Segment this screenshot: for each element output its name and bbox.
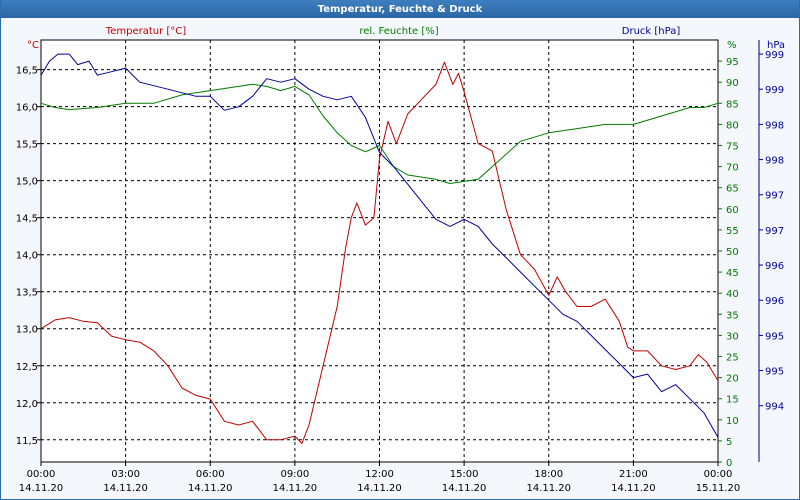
temperature-tick-label: 13,0 [16,325,38,336]
humidity-tick-label: 90 [726,78,739,89]
humidity-tick-label: 60 [726,205,739,216]
series-lines [40,53,719,444]
humidity-tick-label: 40 [726,289,739,300]
humidity-tick-label: 55 [726,226,739,237]
temperature-tick-label: 16,5 [16,66,38,77]
humidity-tick-label: 45 [726,268,739,279]
pressure-tick-label: 999 [765,50,784,61]
x-tick-date: 14.11.20 [19,483,64,494]
pressure-tick-labels: 999 999 998 998 997 997 996 996 995 995 994 [759,50,784,413]
x-tick-date: 14.11.20 [103,483,148,494]
pressure-tick-label: 999 [765,85,784,96]
pressure-tick-label: 998 [765,120,784,131]
x-tick-time: 06:00 [196,469,225,480]
pressure-axis-unit: hPa [767,40,785,51]
x-tick-date: 15.11.20 [696,483,741,494]
x-tick-time: 15:00 [450,469,479,480]
temperature-tick-label: 11,5 [16,436,38,447]
pressure-tick-label: 997 [765,191,784,202]
x-tick-date: 14.11.20 [188,483,233,494]
humidity-tick-label: 25 [726,353,739,364]
humidity-series-line [40,83,719,184]
humidity-tick-label: 30 [726,331,739,342]
x-tick-date: 14.11.20 [442,483,487,494]
humidity-tick-label: 5 [726,437,732,448]
window-title: Temperatur, Feuchte & Druck [1,0,799,18]
temperature-tick-label: 13,5 [16,288,38,299]
temperature-axis-unit: °C [27,40,39,51]
temperature-axis-title: Temperatur [°C] [105,26,186,37]
pressure-tick-label: 994 [765,402,784,413]
humidity-tick-label: 10 [726,416,739,427]
humidity-axis-unit: % [727,40,737,51]
x-tick-time: 09:00 [280,469,309,480]
humidity-tick-label: 15 [726,395,739,406]
temperature-tick-label: 12,5 [16,362,38,373]
temperature-tick-label: 12,0 [16,399,38,410]
humidity-tick-label: 50 [726,247,739,258]
humidity-tick-label: 70 [726,163,739,174]
x-tick-time: 00:00 [704,469,733,480]
pressure-tick-label: 996 [765,261,784,272]
temperature-tick-label: 15,0 [16,177,38,188]
pressure-tick-label: 998 [765,156,784,167]
x-tick-date: 14.11.20 [526,483,571,494]
pressure-tick-label: 996 [765,296,784,307]
pressure-tick-label: 995 [765,367,784,378]
x-tick-time: 03:00 [111,469,140,480]
pressure-tick-label: 995 [765,331,784,342]
x-tick-time: 12:00 [365,469,394,480]
humidity-axis-title: rel. Feuchte [%] [359,26,438,37]
pressure-axis-title: Druck [hPa] [622,26,681,37]
humidity-tick-label: 85 [726,99,739,110]
humidity-tick-label: 75 [726,142,739,153]
pressure-tick-label: 997 [765,226,784,237]
x-tick-time: 00:00 [27,469,56,480]
humidity-tick-label: 95 [726,57,739,68]
humidity-tick-label: 35 [726,310,739,321]
x-tick-time: 21:00 [619,469,648,480]
temperature-tick-label: 14,0 [16,251,38,262]
x-tick-date: 14.11.20 [357,483,402,494]
temperature-series-line [40,61,719,444]
x-tick-time: 18:00 [534,469,563,480]
x-tick-date: 14.11.20 [273,483,318,494]
temperature-tick-label: 16,0 [16,103,38,114]
temperature-tick-label: 15,5 [16,140,38,151]
humidity-tick-label: 20 [726,374,739,385]
humidity-tick-label: 65 [726,184,739,195]
temperature-tick-labels: 16,5 16,0 15,5 15,0 14,5 14,0 13,5 13,0 12,5 12,0… [16,66,41,447]
humidity-tick-label: 0 [726,458,732,469]
grid-lines [41,40,718,462]
humidity-tick-label: 80 [726,120,739,131]
pressure-series-line [40,53,719,438]
x-tick-labels: 00:00 14.11.20 03:00 14.11.20 06:00 14.11.20 0… [19,462,741,494]
temperature-tick-label: 14,5 [16,214,38,225]
x-tick-date: 14.11.20 [611,483,656,494]
